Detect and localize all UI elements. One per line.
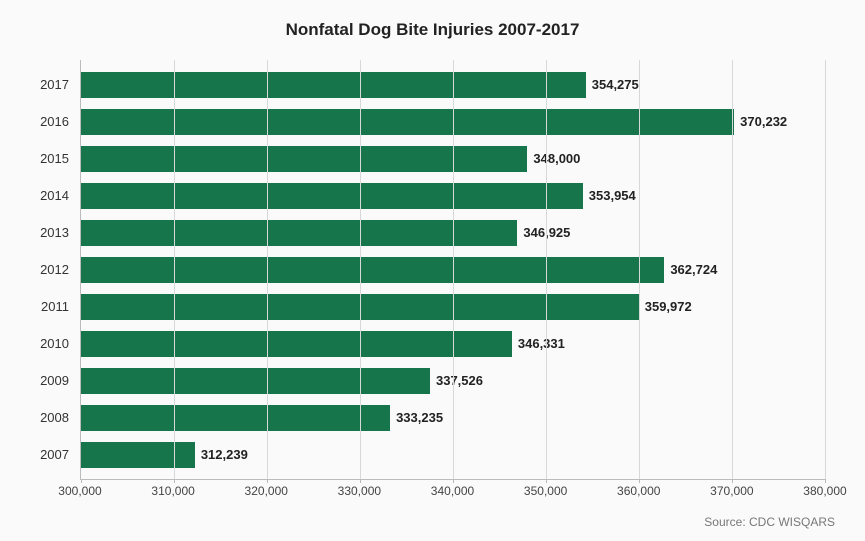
chart-container: Nonfatal Dog Bite Injuries 2007-2017 201…	[0, 0, 865, 541]
chart-title: Nonfatal Dog Bite Injuries 2007-2017	[30, 20, 835, 40]
bar	[81, 146, 527, 172]
x-tick-label: 360,000	[617, 484, 660, 498]
bar	[81, 442, 195, 468]
y-category-label: 2011	[41, 299, 69, 314]
x-tick-label: 380,000	[803, 484, 846, 498]
bar-value-label: 353,954	[589, 188, 636, 203]
grid-line	[174, 60, 175, 479]
y-category-label: 2010	[40, 336, 69, 351]
y-category-label: 2014	[40, 188, 69, 203]
x-tick-label: 320,000	[245, 484, 288, 498]
bar	[81, 405, 390, 431]
x-axis: 300,000310,000320,000330,000340,000350,0…	[80, 480, 825, 504]
bar-value-label: 346,331	[518, 336, 565, 351]
x-tick-label: 340,000	[431, 484, 474, 498]
x-tick-label: 370,000	[710, 484, 753, 498]
grid-line	[267, 60, 268, 479]
bar	[81, 331, 512, 357]
bar	[81, 109, 734, 135]
x-tick-label: 310,000	[151, 484, 194, 498]
x-tick-label: 330,000	[338, 484, 381, 498]
bar-value-label: 333,235	[396, 410, 443, 425]
bar	[81, 72, 586, 98]
y-category-label: 2015	[40, 151, 69, 166]
bar-value-label: 348,000	[533, 151, 580, 166]
bar	[81, 220, 517, 246]
y-category-label: 2008	[40, 410, 69, 425]
y-category-label: 2016	[40, 114, 69, 129]
bar	[81, 257, 664, 283]
y-category-label: 2007	[40, 447, 69, 462]
bar-value-label: 362,724	[670, 262, 717, 277]
x-tick-label: 300,000	[58, 484, 101, 498]
bar-value-label: 312,239	[201, 447, 248, 462]
plot-area: 2017354,2752016370,2322015348,0002014353…	[80, 60, 825, 480]
y-category-label: 2009	[40, 373, 69, 388]
bar-value-label: 370,232	[740, 114, 787, 129]
grid-line	[360, 60, 361, 479]
bar-value-label: 337,526	[436, 373, 483, 388]
bar	[81, 183, 583, 209]
y-category-label: 2017	[40, 77, 69, 92]
bar	[81, 368, 430, 394]
x-tick-mark	[825, 479, 826, 483]
bar-value-label: 359,972	[645, 299, 692, 314]
grid-line	[732, 60, 733, 479]
y-category-label: 2013	[40, 225, 69, 240]
x-tick-label: 350,000	[524, 484, 567, 498]
grid-line	[546, 60, 547, 479]
grid-line	[825, 60, 826, 479]
bar-value-label: 354,275	[592, 77, 639, 92]
grid-line	[453, 60, 454, 479]
grid-line	[639, 60, 640, 479]
y-category-label: 2012	[40, 262, 69, 277]
source-text: Source: CDC WISQARS	[704, 515, 835, 529]
